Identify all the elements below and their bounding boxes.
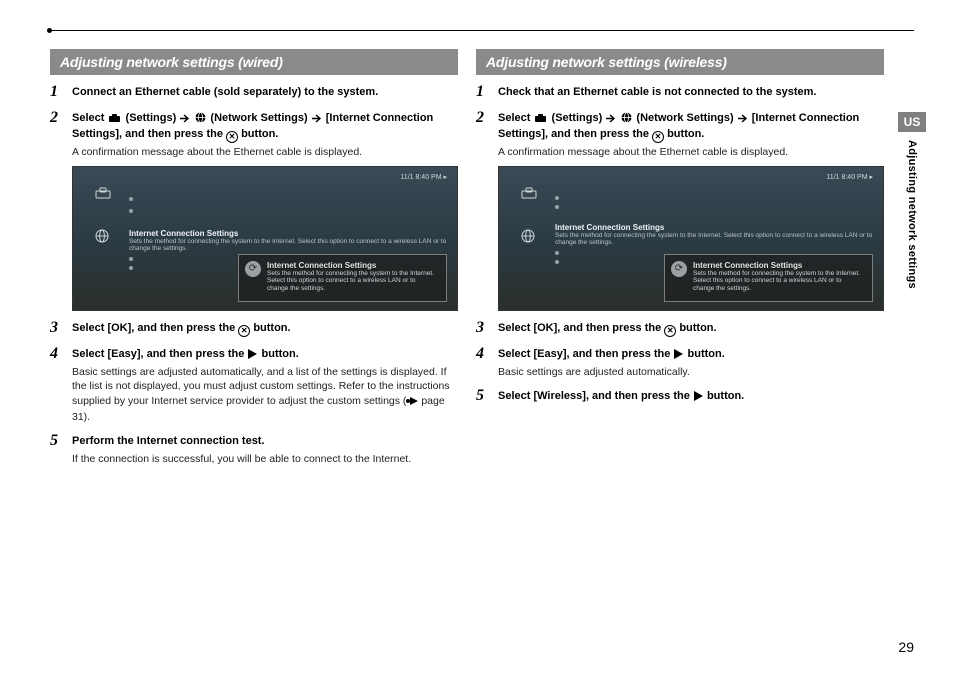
shot-clock: 11/1 8:40 PM ▸: [826, 173, 873, 181]
step-text: Perform the Internet connection test.: [72, 434, 458, 450]
shot-popup: ⟳ Internet Connection Settings Sets the …: [238, 254, 447, 302]
shot-icons: [521, 187, 537, 243]
t: Select [Wireless], and then press the: [498, 390, 693, 402]
step-text: Select [Easy], and then press the button…: [498, 347, 884, 363]
step-text: Select [OK], and then press the ✕ button…: [498, 321, 884, 337]
t: button.: [250, 322, 290, 334]
step-text: Check that an Ethernet cable is not conn…: [498, 85, 884, 101]
wireless-screenshot: 11/1 8:40 PM ▸ Internet Connection Setti…: [498, 166, 884, 311]
wired-heading: Adjusting network settings (wired): [50, 49, 458, 75]
arrow-right-icon: [312, 114, 322, 123]
step-sub: Basic settings are adjusted automaticall…: [72, 365, 458, 425]
toolbox-icon: [534, 113, 547, 123]
t: Select: [498, 112, 533, 124]
info-icon: ⟳: [245, 261, 261, 277]
step-sub: If the connection is successful, you wil…: [72, 452, 458, 467]
wireless-heading: Adjusting network settings (wireless): [476, 49, 884, 75]
t: button.: [684, 348, 724, 360]
step-sub: Basic settings are adjusted automaticall…: [498, 365, 884, 380]
t: button.: [238, 128, 278, 140]
popup-body: Sets the method for connecting the syste…: [267, 270, 438, 293]
wired-steps: Connect an Ethernet cable (sold separate…: [50, 85, 458, 467]
t: Select [Easy], and then press the: [498, 348, 673, 360]
globe-icon: [195, 112, 206, 123]
two-column-layout: Adjusting network settings (wired) Conne…: [50, 49, 914, 477]
shot-popup: ⟳ Internet Connection Settings Sets the …: [664, 254, 873, 302]
wireless-steps: Check that an Ethernet cable is not conn…: [476, 85, 884, 405]
x-button-icon: ✕: [226, 131, 238, 143]
sidebar: US Adjusting network settings: [898, 112, 926, 289]
popup-title: Internet Connection Settings: [693, 261, 864, 270]
shot-highlight: Internet Connection Settings: [129, 229, 457, 238]
wired-step-2: Select (Settings) (Network Settings) [In…: [50, 111, 458, 311]
step-text: Connect an Ethernet cable (sold separate…: [72, 85, 458, 101]
play-icon: [674, 349, 683, 359]
shot-sub: Sets the method for connecting the syste…: [129, 238, 457, 252]
x-button-icon: ✕: [238, 325, 250, 337]
t: button.: [258, 348, 298, 360]
step-text: Select [Wireless], and then press the bu…: [498, 389, 884, 405]
step-text: Select [Easy], and then press the button…: [72, 347, 458, 363]
step-text: Select [OK], and then press the ✕ button…: [72, 321, 458, 337]
region-badge: US: [898, 112, 926, 132]
shot-highlight: Internet Connection Settings: [555, 223, 883, 232]
t: (Network Settings): [207, 112, 310, 124]
arrow-right-icon: [606, 114, 616, 123]
step-text: Select (Settings) (Network Settings) [In…: [72, 111, 458, 143]
popup-body: Sets the method for connecting the syste…: [693, 270, 864, 293]
step-sub: A confirmation message about the Etherne…: [72, 145, 458, 160]
arrow-right-icon: [738, 114, 748, 123]
step-text: Select (Settings) (Network Settings) [In…: [498, 111, 884, 143]
shot-clock: 11/1 8:40 PM ▸: [400, 173, 447, 181]
x-button-icon: ✕: [652, 131, 664, 143]
info-icon: ⟳: [671, 261, 687, 277]
wireless-step-2: Select (Settings) (Network Settings) [In…: [476, 111, 884, 311]
wired-screenshot: 11/1 8:40 PM ▸ Internet Connection Setti…: [72, 166, 458, 311]
t: Select [OK], and then press the: [72, 322, 238, 334]
wired-step-5: Perform the Internet connection test. If…: [50, 434, 458, 467]
t: button.: [676, 322, 716, 334]
t: button.: [664, 128, 704, 140]
t: (Network Settings): [633, 112, 736, 124]
arrow-right-icon: [180, 114, 190, 123]
wired-step-4: Select [Easy], and then press the button…: [50, 347, 458, 425]
wired-column: Adjusting network settings (wired) Conne…: [50, 49, 458, 477]
x-button-icon: ✕: [664, 325, 676, 337]
t: Select [Easy], and then press the: [72, 348, 247, 360]
step-sub: A confirmation message about the Etherne…: [498, 145, 884, 160]
wireless-column: Adjusting network settings (wireless) Ch…: [476, 49, 914, 477]
wireless-step-3: Select [OK], and then press the ✕ button…: [476, 321, 884, 337]
globe-icon: [621, 112, 632, 123]
wireless-step-5: Select [Wireless], and then press the bu…: [476, 389, 884, 405]
t: Select [OK], and then press the: [498, 322, 664, 334]
play-icon: [694, 391, 703, 401]
shot-sub: Sets the method for connecting the syste…: [555, 232, 883, 246]
t: Basic settings are adjusted automaticall…: [72, 366, 450, 407]
shot-icons: [95, 187, 111, 243]
wired-step-3: Select [OK], and then press the ✕ button…: [50, 321, 458, 337]
section-label: Adjusting network settings: [906, 140, 918, 289]
t: (Settings): [548, 112, 605, 124]
wireless-step-1: Check that an Ethernet cable is not conn…: [476, 85, 884, 101]
popup-title: Internet Connection Settings: [267, 261, 438, 270]
toolbox-icon: [108, 113, 121, 123]
play-icon: [248, 349, 257, 359]
page-number: 29: [898, 639, 914, 655]
link-arrow-icon: [406, 395, 418, 410]
t: (Settings): [122, 112, 179, 124]
top-rule: [50, 30, 914, 31]
wireless-step-4: Select [Easy], and then press the button…: [476, 347, 884, 380]
t: button.: [704, 390, 744, 402]
wired-step-1: Connect an Ethernet cable (sold separate…: [50, 85, 458, 101]
t: Select: [72, 112, 107, 124]
